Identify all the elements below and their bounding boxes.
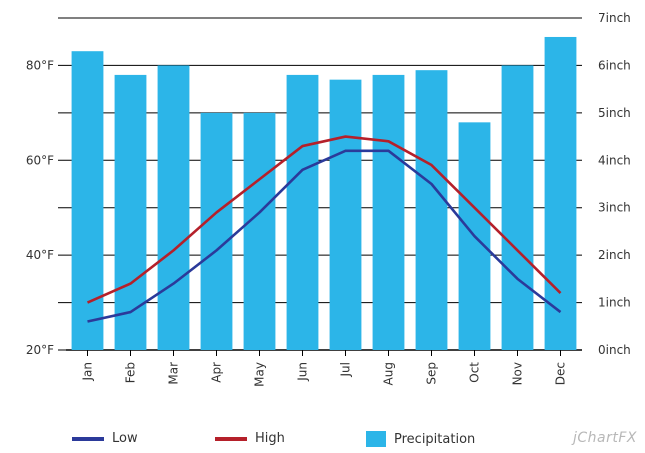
bar-precipitation <box>501 65 534 350</box>
right-tick-label: 1inch <box>598 296 631 310</box>
legend-label-high: High <box>255 431 285 446</box>
x-tick-label: Jan <box>81 362 95 382</box>
bar-precipitation <box>286 74 319 351</box>
x-tick-label: Oct <box>468 362 482 383</box>
right-tick-label: 7inch <box>598 11 631 25</box>
left-tick-label: 20°F <box>26 343 54 357</box>
line-low <box>87 149 562 323</box>
left-tick-label: 60°F <box>26 153 54 167</box>
bar-precipitation <box>114 74 147 351</box>
x-tick-label: Sep <box>425 362 439 385</box>
x-tick-label: Feb <box>124 362 138 383</box>
x-tick-label: Aug <box>382 362 396 385</box>
bar-precipitation <box>329 79 362 351</box>
brand-logo: jChartFX <box>572 430 637 446</box>
legend: Low High Precipitation <box>0 425 645 453</box>
right-tick-label: 2inch <box>598 248 631 262</box>
right-tick-label: 4inch <box>598 153 631 167</box>
right-tick-label: 0inch <box>598 343 631 357</box>
x-tick-label: Mar <box>167 362 181 385</box>
x-tick-label: Apr <box>210 362 224 383</box>
bar-precipitation <box>415 70 448 351</box>
x-tick-label: Nov <box>511 362 525 385</box>
line-high <box>86 135 562 304</box>
legend-item-precipitation[interactable]: Precipitation <box>366 431 475 447</box>
right-tick-label: 3inch <box>598 201 631 215</box>
legend-item-low[interactable]: Low <box>72 431 138 446</box>
bar-precipitation <box>243 112 276 350</box>
left-tick-label: 40°F <box>26 248 54 262</box>
bar-precipitation <box>157 65 190 350</box>
legend-swatch-precipitation <box>366 431 386 447</box>
legend-label-low: Low <box>112 431 138 446</box>
legend-swatch-low <box>72 436 104 441</box>
bar-precipitation <box>200 112 233 350</box>
legend-swatch-high <box>215 436 247 441</box>
legend-label-precipitation: Precipitation <box>394 431 476 447</box>
x-tick-label: Jun <box>296 362 310 382</box>
combo-chart: 20°F 40°F 60°F 80°F 0inch 1inch 2inch 3inch 4inc… <box>26 11 631 387</box>
bar-precipitation <box>372 74 405 351</box>
left-tick-label: 80°F <box>26 58 54 72</box>
x-tick-label: Dec <box>554 362 568 385</box>
bar-precipitation <box>544 36 577 350</box>
x-tick-label: May <box>253 362 267 387</box>
legend-item-high[interactable]: High <box>215 431 285 446</box>
right-tick-label: 5inch <box>598 106 631 120</box>
bar-precipitation <box>71 51 104 350</box>
x-tick-label: Jul <box>339 362 353 377</box>
right-tick-label: 6inch <box>598 58 631 72</box>
